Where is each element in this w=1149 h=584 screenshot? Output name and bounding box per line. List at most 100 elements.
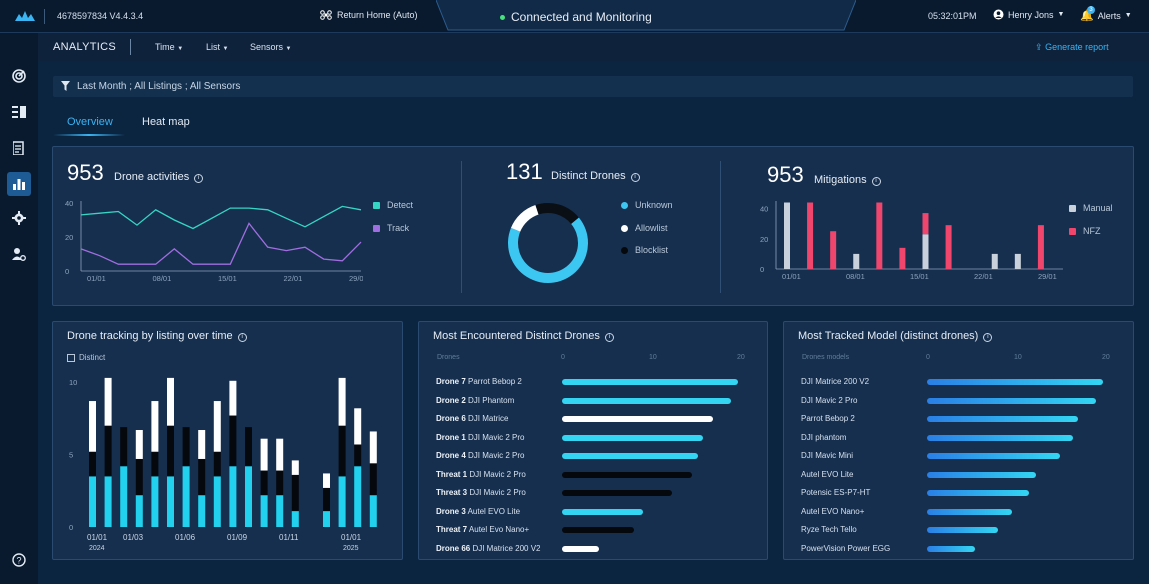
alerts-count-badge: 3 — [1087, 6, 1095, 14]
bar-segment — [323, 511, 330, 527]
bar-label: Autel EVO Lite — [801, 469, 854, 479]
bar[interactable] — [927, 527, 999, 533]
list-view-icon[interactable] — [9, 102, 29, 122]
gear-icon[interactable] — [9, 208, 29, 228]
legend-unknown-label: Unknown — [635, 200, 673, 210]
info-icon[interactable]: i — [871, 177, 881, 186]
bar-label: Threat 1 DJI Mavic 2 Pro — [436, 469, 526, 479]
legend-swatch — [621, 224, 628, 232]
analytics-icon[interactable] — [7, 172, 31, 196]
bar-segment — [120, 466, 128, 527]
bar-segment — [151, 451, 159, 477]
sidebar: ? — [0, 33, 38, 584]
bar[interactable] — [927, 490, 1030, 496]
bar[interactable] — [927, 397, 1096, 404]
bar-label: Drone 3 Autel EVO Lite — [436, 506, 521, 516]
distinct-count: 131 — [506, 159, 543, 184]
alerts-menu[interactable]: 🔔 3 Alerts ▼ — [1080, 6, 1132, 22]
info-icon[interactable]: i — [983, 333, 993, 342]
mitigations-count: 953 — [767, 162, 804, 187]
donut-slice-allowlist — [510, 205, 539, 232]
bar[interactable] — [927, 508, 1013, 515]
user-settings-icon[interactable] — [9, 244, 29, 264]
bar-label: Drone 6 DJI Matrice — [436, 414, 509, 423]
bar[interactable] — [562, 434, 703, 441]
bar-label: Drone 66 DJI Matrice 200 V2 — [436, 543, 541, 553]
bar[interactable] — [562, 416, 714, 422]
bar-segment — [104, 476, 112, 527]
donut-slice-unknown — [508, 217, 588, 283]
bar[interactable] — [562, 490, 672, 496]
encountered-title: Most Encountered Distinct Drones i — [433, 330, 614, 342]
x-tick-label: 01/01 — [87, 533, 108, 542]
panel-divider — [720, 161, 721, 293]
bar-nfz — [945, 225, 952, 269]
info-icon[interactable]: i — [237, 333, 247, 342]
info-icon[interactable]: i — [630, 173, 640, 182]
bar[interactable] — [927, 379, 1103, 385]
bar-segment — [338, 476, 346, 527]
tab-heat-map[interactable]: Heat map — [142, 116, 190, 128]
distinct-title-text: Distinct Drones — [551, 170, 626, 182]
bar[interactable] — [562, 527, 635, 533]
bar[interactable] — [927, 545, 976, 552]
user-avatar-icon — [993, 9, 1004, 20]
sensors-menu[interactable]: Sensors ▼ — [250, 42, 292, 52]
radar-icon[interactable] — [9, 66, 29, 86]
drone-id: Drone 1 — [436, 432, 466, 442]
help-icon[interactable]: ? — [9, 550, 29, 570]
x-tick-label: 01/03 — [123, 533, 144, 542]
drone-icon — [320, 10, 332, 20]
time-menu[interactable]: Time ▼ — [155, 42, 183, 52]
share-icon: ⇪ — [1035, 42, 1043, 52]
bar-manual — [853, 253, 860, 269]
bar-label: Drone 1 DJI Mavic 2 Pro — [436, 432, 525, 442]
x-tick-label: 08/01 — [153, 274, 172, 283]
encountered-title-text: Most Encountered Distinct Drones — [433, 330, 600, 342]
bar[interactable] — [562, 453, 699, 459]
legend-allowlist-label: Allowlist — [635, 223, 668, 233]
x-tick-label: 15/01 — [218, 274, 237, 283]
bar[interactable] — [927, 471, 1037, 478]
bar[interactable] — [562, 545, 599, 552]
info-icon[interactable]: i — [194, 174, 204, 183]
bar[interactable] — [927, 416, 1079, 422]
distinct-checkbox-label: Distinct — [79, 353, 106, 362]
mitigations-title: Mitigations i — [814, 174, 881, 186]
bar-label: Ryze Tech Tello — [801, 525, 857, 534]
generate-report-button[interactable]: ⇪ Generate report — [1035, 42, 1109, 53]
bar[interactable] — [927, 434, 1074, 441]
bar-segment — [354, 466, 362, 527]
bar-segment — [167, 476, 174, 527]
y-tick-label: 0 — [760, 265, 764, 274]
list-menu[interactable]: List ▼ — [206, 42, 228, 52]
distinct-checkbox[interactable]: Distinct — [67, 353, 105, 362]
legend-track: Track — [373, 223, 409, 233]
report-icon[interactable] — [9, 138, 29, 158]
bar[interactable] — [562, 397, 731, 404]
legend-blocklist: Blocklist — [621, 245, 668, 255]
bar[interactable] — [927, 453, 1060, 459]
drone-id: Drone 66 — [436, 543, 471, 553]
bar-manual — [1014, 253, 1021, 269]
x-tick-label: 20 — [1102, 354, 1110, 361]
drone-id: Threat 3 — [436, 488, 468, 497]
bar-segment — [229, 415, 237, 467]
tab-overview[interactable]: Overview — [67, 116, 113, 128]
checkbox-icon — [67, 353, 75, 362]
list-menu-label: List — [206, 42, 221, 52]
time-menu-label: Time — [155, 42, 175, 52]
info-icon[interactable]: i — [604, 333, 614, 342]
bar-nfz — [807, 202, 814, 269]
bar[interactable] — [562, 379, 738, 385]
bar[interactable] — [562, 471, 693, 478]
return-home-button[interactable]: Return Home (Auto) — [320, 10, 418, 20]
x-tick-label: 10 — [649, 354, 657, 361]
column-header: Drones — [437, 354, 460, 361]
x-tick-label: 29/01 — [1038, 272, 1057, 281]
donut-slice-blocklist — [535, 203, 579, 224]
user-menu[interactable]: Henry Jons ▼ — [993, 9, 1064, 20]
bar-segment — [89, 451, 96, 477]
filter-bar[interactable]: Last Month ; All Listings ; All Sensors — [53, 76, 1133, 97]
bar[interactable] — [562, 508, 643, 515]
